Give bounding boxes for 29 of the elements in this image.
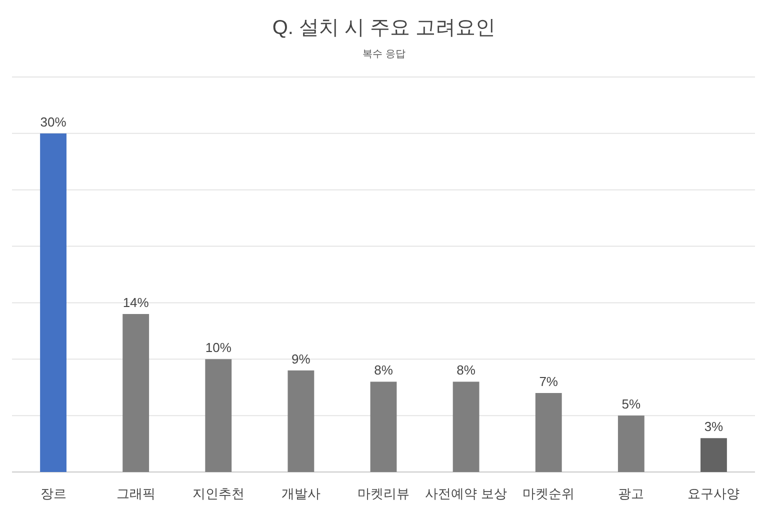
bar	[205, 359, 232, 472]
bar	[122, 314, 150, 472]
data-label: 9%	[292, 351, 311, 366]
data-label: 14%	[122, 295, 150, 310]
data-label: 5%	[622, 396, 641, 412]
data-label: 3%	[704, 419, 724, 434]
x-tick-label: 광고	[618, 486, 644, 501]
bar	[288, 370, 314, 472]
bar	[452, 382, 480, 472]
chart-subtitle: 복수 응답	[362, 49, 406, 60]
data-label: 7%	[539, 374, 558, 389]
data-label: 10%	[205, 340, 232, 356]
x-tick-label: 사전예약 보상	[425, 486, 507, 501]
x-tick-label: 장르	[40, 486, 66, 501]
x-tick-label: 그래픽	[116, 486, 156, 501]
data-label: 8%	[456, 362, 476, 378]
bar	[370, 382, 397, 472]
bar	[700, 438, 727, 472]
x-tick-label: 마켓리뷰	[358, 486, 410, 501]
bar	[40, 133, 66, 472]
data-label: 8%	[374, 362, 394, 378]
x-tick-label: 개발사	[281, 486, 320, 501]
chart-title: Q. 설치 시 주요 고려요인	[272, 17, 496, 39]
x-tick-label: 지인추천	[192, 486, 244, 501]
data-label: 30%	[40, 114, 67, 130]
x-tick-label: 요구사양	[688, 486, 740, 501]
bar	[535, 393, 562, 472]
bar	[618, 416, 644, 472]
x-tick-label: 마켓순위	[522, 486, 575, 501]
